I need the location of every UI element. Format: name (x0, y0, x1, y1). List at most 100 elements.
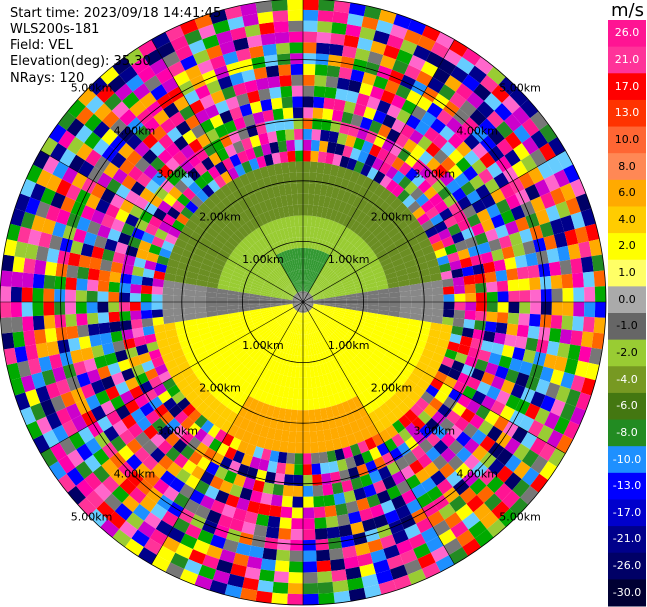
range-gate (195, 285, 207, 292)
range-gate (290, 63, 303, 76)
range-ring-label: 2.00km (371, 382, 413, 395)
range-gate (229, 106, 243, 121)
range-gate (36, 169, 53, 188)
range-gate (352, 321, 364, 329)
range-gate (131, 364, 145, 377)
range-gate (294, 302, 303, 310)
range-gate (303, 507, 315, 519)
range-gate (316, 227, 323, 240)
range-gate (386, 485, 402, 500)
range-gate (249, 134, 261, 148)
range-gate (220, 419, 233, 434)
range-gate (235, 331, 247, 340)
range-gate (353, 237, 365, 249)
range-gate (404, 436, 419, 451)
range-gate (280, 217, 288, 229)
range-gate (217, 313, 229, 320)
range-gate (316, 42, 331, 55)
range-gate (463, 133, 480, 150)
range-gate (65, 313, 77, 327)
range-gate (468, 520, 487, 539)
range-gate (479, 435, 496, 452)
range-ring-label: 2.00km (199, 382, 241, 395)
range-gate (232, 401, 244, 415)
range-gate (194, 296, 206, 302)
range-gate (398, 414, 412, 429)
range-gate (92, 120, 110, 139)
range-gate (265, 234, 274, 246)
range-gate (303, 291, 307, 302)
range-gate (332, 345, 342, 357)
range-gate (256, 435, 267, 449)
range-gate (244, 566, 261, 580)
range-gate (281, 304, 293, 308)
range-gate (330, 318, 341, 326)
range-gate (550, 218, 565, 235)
range-gate (544, 174, 561, 192)
range-gate (304, 323, 307, 335)
range-gate (292, 388, 299, 400)
range-gate (334, 344, 344, 355)
range-gate (198, 388, 212, 402)
range-gate (65, 277, 77, 291)
range-gate (295, 293, 303, 302)
range-gate (290, 183, 298, 195)
range-gate (185, 64, 202, 81)
range-gate (311, 332, 317, 344)
range-gate (345, 410, 356, 424)
range-gate (407, 19, 427, 36)
range-gate (55, 407, 72, 425)
range-gate (285, 216, 292, 228)
range-gate (294, 333, 298, 345)
range-gate (344, 285, 356, 291)
range-gate (447, 251, 460, 263)
range-gate (54, 302, 66, 316)
range-gate (151, 171, 167, 187)
range-gate (339, 323, 350, 332)
range-gate (164, 359, 178, 371)
range-gate (182, 187, 196, 201)
range-gate (303, 291, 307, 302)
range-gate (327, 244, 336, 256)
range-gate (307, 388, 314, 400)
range-gate (281, 302, 293, 305)
range-gate (240, 587, 258, 602)
range-gate (326, 231, 334, 243)
range-gate (272, 207, 281, 220)
azimuth-spoke (151, 39, 304, 303)
range-gate (334, 308, 346, 314)
range-gate (255, 352, 265, 364)
range-gate (464, 283, 476, 294)
range-gate (303, 291, 306, 302)
range-gate (391, 494, 407, 510)
range-gate (353, 223, 365, 235)
range-gate (520, 485, 539, 505)
range-gate (280, 506, 293, 519)
range-gate (223, 470, 238, 484)
range-gate (376, 489, 392, 505)
range-gate (329, 547, 344, 561)
range-gate (474, 273, 486, 284)
range-gate (296, 312, 301, 323)
range-gate (245, 358, 256, 370)
range-gate (438, 331, 452, 342)
range-gate (373, 30, 390, 45)
range-gate (50, 191, 66, 209)
range-gate (253, 319, 265, 327)
range-gate (245, 220, 256, 232)
range-gate (162, 193, 177, 207)
range-gate (345, 456, 357, 470)
range-gate (449, 495, 467, 513)
range-gate (343, 490, 357, 504)
range-gate (394, 202, 408, 216)
range-gate (303, 302, 314, 304)
range-gate (410, 307, 422, 315)
range-gate (121, 174, 137, 191)
range-gate (397, 147, 412, 162)
range-gate (232, 271, 244, 279)
range-gate (313, 305, 324, 310)
range-gate (418, 354, 432, 366)
range-gate (97, 312, 110, 324)
range-gate (495, 198, 511, 214)
range-gate (425, 446, 441, 462)
